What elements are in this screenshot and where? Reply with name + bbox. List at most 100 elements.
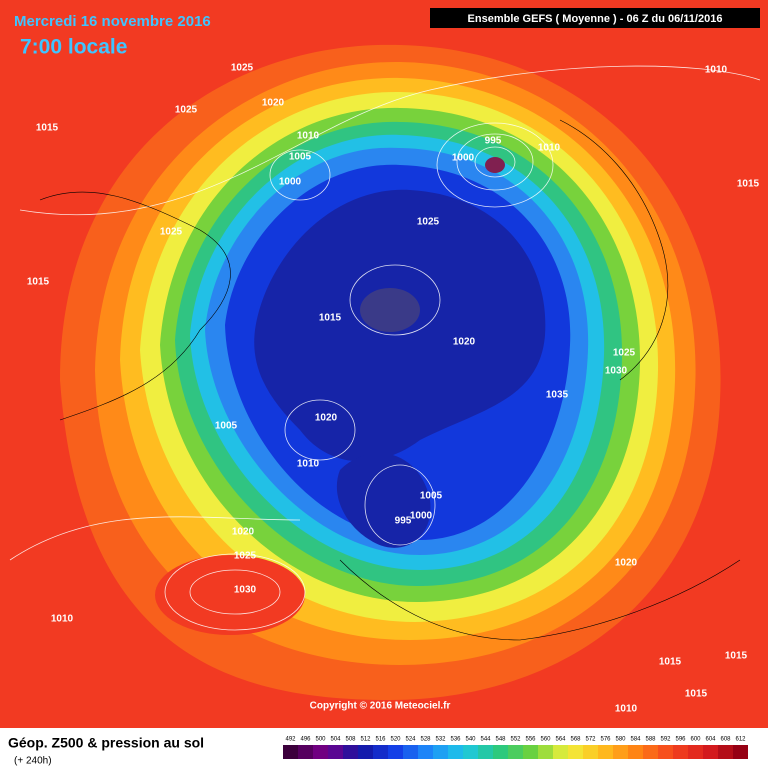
- scale-label: 500: [315, 737, 326, 743]
- contour-label: 1020: [262, 98, 285, 109]
- scale-label: 572: [585, 737, 596, 743]
- copyright: Copyright © 2016 Meteociel.fr: [310, 701, 451, 712]
- scale-swatch: [493, 745, 508, 759]
- contour-label: 1015: [319, 313, 342, 324]
- scale-label: 508: [345, 737, 356, 743]
- scale-label: 596: [675, 737, 686, 743]
- scale-label: 496: [300, 737, 311, 743]
- scale-swatch: [688, 745, 703, 759]
- contour-label: 1005: [289, 152, 312, 163]
- scale-swatch: [568, 745, 583, 759]
- contour-label: 1030: [605, 366, 628, 377]
- scale-swatch: [733, 745, 748, 759]
- contour-label: 1020: [315, 413, 338, 424]
- contour-label: 995: [395, 516, 412, 527]
- coastlines: [39, 119, 741, 641]
- scale-swatch: [598, 745, 613, 759]
- scale-swatch: [448, 745, 463, 759]
- legend-title: Géop. Z500 & pression au sol: [8, 735, 204, 751]
- contour-label: 1010: [297, 459, 320, 470]
- contour-label: 1020: [232, 527, 255, 538]
- contour-label: 1000: [410, 511, 433, 522]
- contour-label: 1020: [615, 558, 638, 569]
- scale-label: 604: [705, 737, 716, 743]
- scale-label: 536: [450, 737, 461, 743]
- scale-swatch: [523, 745, 538, 759]
- contour-label: 1025: [231, 63, 254, 74]
- contour-label: 1015: [725, 651, 748, 662]
- lead-time: (+ 240h): [14, 756, 52, 767]
- scale-swatch: [673, 745, 688, 759]
- scale-swatch: [613, 745, 628, 759]
- scale-swatch: [433, 745, 448, 759]
- contour-label: 1010: [615, 704, 638, 715]
- scale-label: 520: [390, 737, 401, 743]
- scale-swatch: [703, 745, 718, 759]
- scale-label: 556: [525, 737, 536, 743]
- scale-label: 576: [600, 737, 611, 743]
- scale-swatch: [583, 745, 598, 759]
- scale-label: 592: [660, 737, 671, 743]
- scale-swatch: [283, 745, 298, 759]
- scale-label: 504: [330, 737, 341, 743]
- contour-label: 1015: [36, 123, 59, 134]
- contour-label: 1030: [234, 585, 257, 596]
- scale-label: 528: [420, 737, 431, 743]
- scale-swatch: [628, 745, 643, 759]
- scale-label: 492: [285, 737, 296, 743]
- scale-swatch: [313, 745, 328, 759]
- scale-swatch: [508, 745, 523, 759]
- scale-swatch: [658, 745, 673, 759]
- scale-swatch: [403, 745, 418, 759]
- run-info: Ensemble GEFS ( Moyenne ) - 06 Z du 06/1…: [468, 13, 723, 25]
- contour-label: 1000: [452, 153, 475, 164]
- scale-swatch: [388, 745, 403, 759]
- scale-swatch: [328, 745, 343, 759]
- contour-label: 1005: [215, 421, 238, 432]
- scale-swatch: [643, 745, 658, 759]
- scale-label: 552: [510, 737, 521, 743]
- contour-label: 1010: [538, 143, 561, 154]
- scale-swatch: [373, 745, 388, 759]
- contour-label: 1005: [420, 491, 443, 502]
- scale-label: 532: [435, 737, 446, 743]
- contour-label: 1015: [659, 657, 682, 668]
- contour-label: 1010: [51, 614, 74, 625]
- scale-label: 516: [375, 737, 386, 743]
- contour-label: 1025: [234, 551, 257, 562]
- contour-label: 1015: [737, 179, 760, 190]
- scale-label: 580: [615, 737, 626, 743]
- scale-label: 548: [495, 737, 506, 743]
- scale-label: 564: [555, 737, 566, 743]
- contour-label: 1025: [160, 227, 183, 238]
- scale-swatch: [538, 745, 553, 759]
- contour-label: 1025: [175, 105, 198, 116]
- contour-label: 1010: [297, 131, 320, 142]
- date: Mercredi 16 novembre 2016: [14, 13, 211, 30]
- scale-swatch: [343, 745, 358, 759]
- scale-swatch: [478, 745, 493, 759]
- scale-label: 544: [480, 737, 491, 743]
- scale-label: 524: [405, 737, 416, 743]
- scale-swatch: [718, 745, 733, 759]
- scale-swatch: [418, 745, 433, 759]
- run-box: [430, 8, 760, 28]
- scale-swatch: [463, 745, 478, 759]
- contour-label: 1025: [417, 217, 440, 228]
- scale-label: 568: [570, 737, 581, 743]
- geopotential-field: [60, 44, 721, 700]
- scale-label: 512: [360, 737, 371, 743]
- scale-label: 584: [630, 737, 641, 743]
- isobars: [9, 65, 761, 631]
- contour-label: 995: [485, 136, 502, 147]
- contour-label: 1000: [279, 177, 302, 188]
- contour-label: 1015: [685, 689, 708, 700]
- scale-label: 560: [540, 737, 551, 743]
- contour-label: 1025: [613, 348, 636, 359]
- contour-label: 1020: [453, 337, 476, 348]
- contour-label: 1010: [705, 65, 728, 76]
- time: 7:00 locale: [20, 36, 127, 59]
- contour-label: 1015: [27, 277, 50, 288]
- scale-label: 608: [720, 737, 731, 743]
